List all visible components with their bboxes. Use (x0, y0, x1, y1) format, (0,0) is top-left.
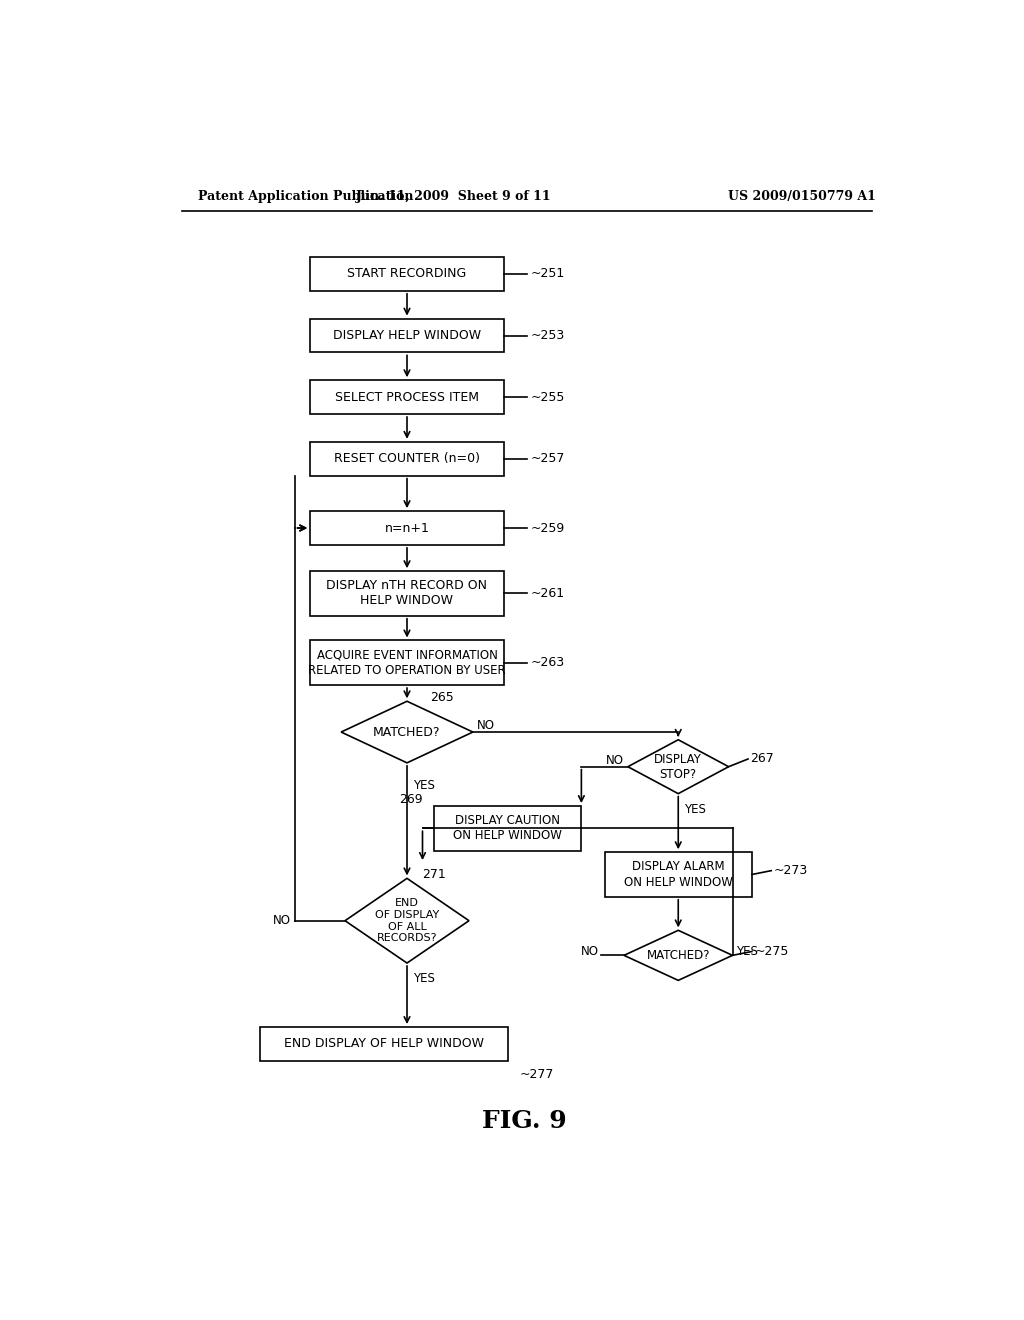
Bar (310, 640, 504, 685)
Text: NO: NO (606, 754, 625, 767)
Text: YES: YES (684, 803, 707, 816)
Text: ~259: ~259 (531, 521, 565, 535)
Text: ~257: ~257 (531, 453, 565, 465)
Text: END
OF DISPLAY
OF ALL
RECORDS?: END OF DISPLAY OF ALL RECORDS? (375, 899, 439, 942)
Bar (604, 853, 752, 896)
Text: US 2009/0150779 A1: US 2009/0150779 A1 (728, 190, 877, 203)
Text: YES: YES (414, 972, 435, 985)
Bar (310, 380, 504, 414)
Text: DISPLAY nTH RECORD ON
HELP WINDOW: DISPLAY nTH RECORD ON HELP WINDOW (327, 579, 487, 607)
Polygon shape (341, 701, 473, 763)
Text: 271: 271 (423, 869, 446, 880)
Text: ~261: ~261 (531, 587, 565, 601)
Text: DISPLAY HELP WINDOW: DISPLAY HELP WINDOW (333, 329, 481, 342)
Text: DISPLAY ALARM
ON HELP WINDOW: DISPLAY ALARM ON HELP WINDOW (624, 861, 733, 888)
Text: FIG. 9: FIG. 9 (482, 1109, 567, 1133)
Polygon shape (628, 739, 729, 793)
Polygon shape (345, 878, 469, 964)
Text: NO: NO (273, 915, 291, 927)
Bar (310, 511, 504, 545)
Polygon shape (624, 931, 732, 981)
Text: n=n+1: n=n+1 (385, 521, 429, 535)
Text: Patent Application Publication: Patent Application Publication (198, 190, 414, 203)
Text: NO: NO (477, 719, 495, 733)
Text: YES: YES (414, 779, 435, 792)
Text: 265: 265 (430, 690, 454, 704)
Text: MATCHED?: MATCHED? (374, 726, 440, 739)
Text: ~275: ~275 (755, 945, 788, 958)
Text: ~255: ~255 (531, 391, 565, 404)
Text: ACQUIRE EVENT INFORMATION
RELATED TO OPERATION BY USER: ACQUIRE EVENT INFORMATION RELATED TO OPE… (308, 648, 506, 677)
Text: ~251: ~251 (531, 268, 565, 280)
Text: ~253: ~253 (531, 329, 565, 342)
Text: DISPLAY
STOP?: DISPLAY STOP? (654, 752, 702, 780)
Text: SELECT PROCESS ITEM: SELECT PROCESS ITEM (335, 391, 479, 404)
Text: START RECORDING: START RECORDING (347, 268, 467, 280)
Text: 267: 267 (751, 752, 774, 766)
Bar (310, 572, 504, 615)
Text: RESET COUNTER (n=0): RESET COUNTER (n=0) (334, 453, 480, 465)
Text: YES: YES (736, 945, 758, 958)
Text: ~263: ~263 (531, 656, 565, 669)
Text: END DISPLAY OF HELP WINDOW: END DISPLAY OF HELP WINDOW (284, 1038, 483, 1051)
Bar (310, 318, 504, 352)
Text: 269: 269 (399, 793, 423, 807)
Bar (434, 807, 582, 850)
Bar (260, 1027, 508, 1061)
Text: DISPLAY CAUTION
ON HELP WINDOW: DISPLAY CAUTION ON HELP WINDOW (454, 814, 562, 842)
Text: NO: NO (582, 945, 599, 958)
Bar (310, 257, 504, 290)
Text: ~277: ~277 (519, 1068, 554, 1081)
Bar (310, 442, 504, 475)
Text: ~273: ~273 (773, 865, 808, 878)
Text: MATCHED?: MATCHED? (646, 949, 710, 962)
Text: Jun. 11, 2009  Sheet 9 of 11: Jun. 11, 2009 Sheet 9 of 11 (355, 190, 551, 203)
